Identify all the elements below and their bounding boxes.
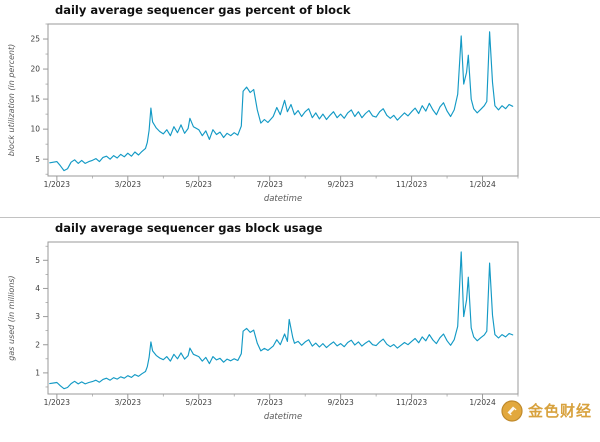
x-tick-label: 1/2023 <box>44 398 71 407</box>
x-tick-label: 9/2023 <box>327 180 354 189</box>
series-line <box>49 251 514 390</box>
y-tick-label: 10 <box>30 125 40 134</box>
gas-usage-plot: 1/2023 3/2023 5/2023 7/2023 9/2023 11/2023 1/2… <box>7 241 519 422</box>
watermark-text: 金色财经 <box>527 401 592 420</box>
x-tick-label: 1/2024 <box>469 398 496 407</box>
series-line <box>49 31 514 172</box>
gas-percent-plot: 1/2023 3/2023 5/2023 7/2023 9/2023 11/2023 1/2… <box>7 23 519 204</box>
x-tick-label: 3/2023 <box>115 398 142 407</box>
coin-icon <box>501 400 523 422</box>
y-tick-label: 5 <box>35 155 40 164</box>
chart-gas-block-usage: daily average sequencer gas block usage … <box>0 218 600 435</box>
x-tick-label: 3/2023 <box>115 180 142 189</box>
y-tick-label: 4 <box>35 284 40 293</box>
y-tick-label: 25 <box>30 35 40 44</box>
x-axis-label: datetime <box>264 194 302 204</box>
x-tick-label: 5/2023 <box>186 398 213 407</box>
y-tick-label: 15 <box>30 95 40 104</box>
x-axis-label: datetime <box>264 412 302 422</box>
y-axis-label: gas used (in millions) <box>7 275 16 360</box>
y-tick-label: 5 <box>35 256 40 265</box>
y-axis-label: block utilization (in percent) <box>7 44 16 157</box>
x-tick-label: 9/2023 <box>327 398 354 407</box>
y-tick-label: 20 <box>30 65 40 74</box>
x-tick-label: 7/2023 <box>257 180 284 189</box>
chart-title: daily average sequencer gas percent of b… <box>55 3 351 17</box>
x-tick-label: 11/2023 <box>396 180 427 189</box>
y-tick-label: 2 <box>35 340 40 349</box>
plot-frame <box>47 241 519 395</box>
watermark: 金色财经 <box>501 400 592 422</box>
y-tick-label: 1 <box>35 368 40 377</box>
chart-gas-percent-of-block: daily average sequencer gas percent of b… <box>0 0 600 217</box>
x-tick-label: 1/2024 <box>469 180 496 189</box>
y-tick-label: 3 <box>35 312 40 321</box>
x-tick-label: 7/2023 <box>257 398 284 407</box>
x-tick-label: 11/2023 <box>396 398 427 407</box>
x-tick-label: 1/2023 <box>44 180 71 189</box>
chart-title: daily average sequencer gas block usage <box>55 221 323 235</box>
plot-frame <box>47 23 519 177</box>
x-tick-label: 5/2023 <box>186 180 213 189</box>
divider <box>0 217 600 218</box>
